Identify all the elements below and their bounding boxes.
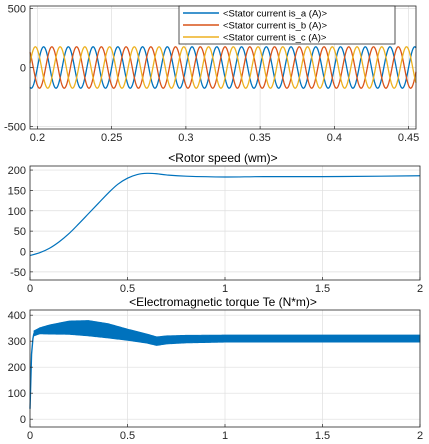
series-line-b — [29, 46, 417, 89]
y-tick-label: 200 — [8, 165, 26, 177]
subplot-torque: <Electromagnetic torque Te (N*m)> 0 0.5 1 1… — [8, 295, 423, 442]
x-tick-label: 0.25 — [101, 132, 122, 144]
x-tick-label: 0.35 — [249, 132, 270, 144]
x-tick-label: 1 — [222, 283, 228, 295]
series-line-a — [29, 46, 417, 89]
x-tick-label: 0.45 — [398, 132, 419, 144]
y-tick-label: 300 — [8, 336, 26, 348]
title-torque: <Electromagnetic torque Te (N*m)> — [129, 295, 317, 309]
x-tick-label: 0.2 — [30, 132, 45, 144]
torque-startup-line — [29, 333, 35, 409]
rotor-speed-line — [29, 172, 421, 257]
y-tick-label: 0 — [20, 414, 26, 426]
lines-2 — [29, 172, 421, 257]
legend-label-a: <Stator current is_a (A)> — [223, 9, 327, 20]
x-tick-label: 0 — [27, 430, 33, 442]
legend: <Stator current is_a (A)> <Stator curren… — [178, 5, 396, 45]
y-tick-label: 400 — [8, 310, 26, 322]
x-tick-label: 0 — [27, 283, 33, 295]
y-tick-label: 0 — [20, 63, 26, 75]
y-tick-label: 100 — [8, 388, 26, 400]
subplot-stator-current: 0.2 0.25 0.3 0.35 0.4 0.45 -500 0 500 <Stator cu… — [4, 3, 419, 144]
y-tick-label: 0 — [20, 247, 26, 259]
legend-label-c: <Stator current is_c (A)> — [223, 33, 327, 44]
y-tick-label: -500 — [4, 122, 26, 134]
y-tick-label: 150 — [8, 185, 26, 197]
y-tick-label: 500 — [8, 3, 26, 15]
x-tick-label: 0.5 — [120, 283, 135, 295]
x-tick-label: 1.5 — [315, 283, 330, 295]
x-tick-label: 1 — [222, 430, 228, 442]
grid-2 — [29, 166, 421, 280]
lines-1 — [29, 46, 417, 89]
x-tick-label: 1.5 — [315, 430, 330, 442]
x-tick-label: 0.3 — [178, 132, 193, 144]
subplot-rotor-speed: <Rotor speed (wm)> 0 0.5 1 1.5 2-50050100150… — [8, 151, 423, 295]
y-tick-label: 200 — [8, 362, 26, 374]
y-tick-label: 50 — [14, 226, 26, 238]
y-tick-label: 100 — [8, 206, 26, 218]
x-tick-label: 0.5 — [120, 430, 135, 442]
title-rotor-speed: <Rotor speed (wm)> — [168, 151, 277, 165]
x-tick-label: 2 — [417, 430, 423, 442]
ticks-3: 0 0.5 1 1.5 2 0 100 200 300 400 — [8, 310, 423, 442]
ticks-1: 0.2 0.25 0.3 0.35 0.4 0.45 -500 0 500 — [4, 3, 419, 144]
series-line-c — [29, 46, 417, 89]
y-tick-label: -50 — [10, 267, 26, 279]
legend-label-b: <Stator current is_b (A)> — [223, 21, 327, 32]
x-tick-label: 0.4 — [327, 132, 342, 144]
x-tick-label: 2 — [417, 283, 423, 295]
